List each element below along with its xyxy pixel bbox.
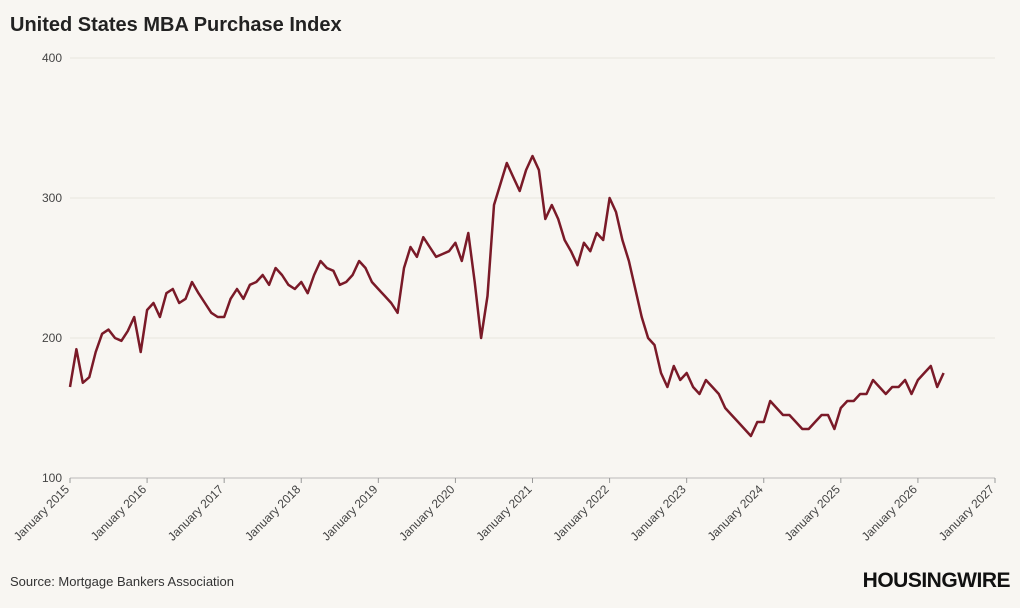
y-tick-label: 300: [42, 191, 62, 205]
chart-title: United States MBA Purchase Index: [10, 14, 342, 36]
source-note: Source: Mortgage Bankers Association: [10, 574, 234, 589]
y-tick-label: 200: [42, 331, 62, 345]
data-line: [68, 154, 945, 438]
brand-logo: HOUSINGWIRE: [863, 569, 1011, 592]
y-tick-label: 100: [42, 471, 62, 485]
y-tick-label: 400: [42, 51, 62, 65]
